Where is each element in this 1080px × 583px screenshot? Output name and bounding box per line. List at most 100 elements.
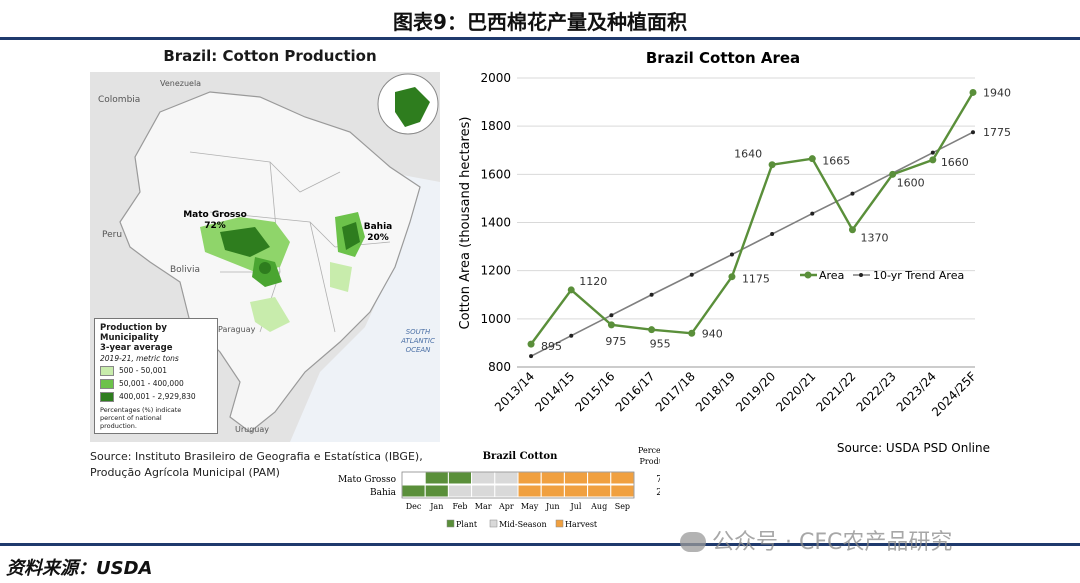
legend-area-marker — [804, 271, 812, 279]
y-tick-label: 1200 — [480, 264, 511, 278]
map-label-mato-grosso: Mato Grosso — [183, 210, 247, 220]
calendar-cell-harvest — [610, 471, 635, 485]
trend-data-label: 1775 — [983, 126, 1011, 139]
calendar-cell-plant — [401, 484, 426, 498]
calendar-pct-header-2: Production (%) — [640, 457, 660, 466]
x-tick-label: 2015/16 — [572, 369, 617, 414]
trend-point — [810, 211, 815, 216]
calendar-cell-plant — [424, 471, 449, 485]
area-point — [848, 226, 856, 234]
trend-point — [729, 252, 734, 257]
map-label-bahia: Bahia — [364, 222, 393, 232]
map-label-ocean-1: SOUTH — [406, 328, 431, 336]
map-label-paraguay: Paraguay — [218, 325, 256, 334]
legend-trend-marker — [859, 273, 863, 277]
y-tick-label: 1800 — [480, 119, 511, 133]
calendar-legend-label: Harvest — [565, 520, 598, 529]
calendar-title: Brazil Cotton — [483, 451, 558, 462]
area-point — [648, 326, 656, 334]
mato-grosso-production — [200, 217, 290, 332]
calendar-month-label: May — [521, 502, 539, 511]
calendar-cell-harvest — [587, 471, 612, 485]
footer-source: 资料来源：USDA — [6, 558, 153, 579]
calendar-cell-harvest — [540, 471, 565, 485]
legend-item-low: 500 - 50,001 — [100, 364, 212, 377]
x-tick-label: 2024/25F — [929, 369, 979, 419]
chart-y-axis-label: Cotton Area (thousand hectares) — [458, 117, 473, 330]
area-data-label: 975 — [605, 335, 626, 348]
calendar-cell-mid — [447, 484, 473, 498]
area-point — [889, 170, 897, 178]
area-point — [929, 156, 937, 164]
legend-note-1: Percentages (%) indicate — [100, 406, 182, 414]
calendar-cell-none — [401, 471, 426, 485]
calendar-month-label: Jul — [570, 502, 582, 511]
calendar-cell-mid — [471, 484, 496, 498]
trend-point — [569, 333, 574, 338]
watermark: 公众号 · CFC农产品研究 — [680, 524, 952, 556]
y-tick-label: 1000 — [480, 312, 511, 326]
calendar-month-label: Jun — [545, 502, 560, 511]
map-source-line-1: Source: Instituto Brasileiro de Geografi… — [90, 450, 423, 463]
calendar-month-label: Feb — [453, 502, 468, 511]
calendar-month-label: Mar — [475, 502, 492, 511]
calendar-legend-label: Mid-Season — [499, 520, 547, 529]
calendar-pct-header-1: Percent of Total — [638, 446, 660, 455]
area-data-label: 1175 — [742, 273, 770, 286]
area-data-label: 1370 — [860, 232, 888, 245]
calendar-legend-swatch — [555, 519, 564, 528]
area-line — [530, 91, 975, 345]
legend-subheading: 2019-21, metric tons — [100, 354, 179, 363]
calendar-legend-swatch — [489, 519, 498, 528]
trend-point — [850, 191, 855, 196]
chart-title: Brazil Cotton Area — [646, 49, 800, 67]
figure-title: 图表9：巴西棉花产量及种植面积 — [393, 10, 687, 34]
map-source-line-2: Produção Agrícola Municipal (PAM) — [90, 466, 280, 479]
area-data-label: 1120 — [579, 275, 607, 288]
legend-swatch-mid — [100, 378, 114, 389]
legend-trend-label: 10-yr Trend Area — [873, 269, 964, 282]
trend-point — [689, 272, 694, 277]
calendar-cell-harvest — [563, 471, 589, 485]
calendar-month-label: Aug — [590, 502, 607, 511]
map-label-venezuela: Venezuela — [160, 79, 201, 88]
area-point — [607, 321, 615, 329]
calendar-cell-plant — [424, 484, 449, 498]
bottom-rule — [0, 543, 1080, 546]
legend-area-label: Area — [819, 269, 844, 282]
state-borders — [189, 151, 391, 333]
calendar-pct-value: 72 — [656, 475, 660, 485]
legend-label-low: 500 - 50,001 — [119, 366, 168, 375]
legend-note: Percentages (%) indicate percent of nati… — [100, 406, 212, 430]
x-tick-label: 2017/18 — [653, 369, 698, 414]
calendar-month-label: Sep — [615, 502, 630, 511]
area-data-label: 1640 — [734, 148, 762, 161]
area-data-label: 1940 — [983, 86, 1011, 99]
calendar-grid: Mato Grosso 72 Bahia 20 Dec Jan Feb Mar Apr May Ju… — [338, 471, 660, 511]
area-data-label: 895 — [541, 340, 562, 353]
calendar-frame — [401, 471, 635, 499]
calendar-pct-value: 20 — [656, 488, 660, 498]
watermark-text: 公众号 · CFC农产品研究 — [712, 530, 953, 555]
calendar-cell-mid — [494, 471, 519, 485]
legend-item-high: 400,001 - 2,929,830 — [100, 390, 212, 403]
trend-point — [529, 354, 534, 359]
legend-swatch-low — [100, 365, 114, 376]
map-label-peru: Peru — [102, 230, 122, 240]
y-tick-label: 1400 — [480, 216, 511, 230]
trend-point — [649, 292, 654, 297]
map-source: Source: Instituto Brasileiro de Geografi… — [90, 449, 450, 481]
trend-point — [970, 130, 975, 135]
legend-heading-2: 3-year average — [100, 343, 173, 353]
calendar-cell-harvest — [587, 484, 612, 498]
calendar-cell-harvest — [610, 484, 635, 498]
calendar-cell-harvest — [517, 484, 542, 498]
crop-calendar: Brazil Cotton Percent of Total Productio… — [338, 446, 660, 529]
calendar-cell-harvest — [563, 484, 589, 498]
chart-y-ticks: 800 1000 1200 1400 1600 1800 2000 — [480, 71, 511, 374]
area-data-label: 1600 — [897, 176, 925, 189]
calendar-region-label: Mato Grosso — [338, 475, 396, 485]
x-tick-label: 2013/14 — [492, 369, 537, 414]
legend-label-mid: 50,001 - 400,000 — [119, 379, 184, 388]
map-label-colombia: Colombia — [98, 95, 140, 105]
